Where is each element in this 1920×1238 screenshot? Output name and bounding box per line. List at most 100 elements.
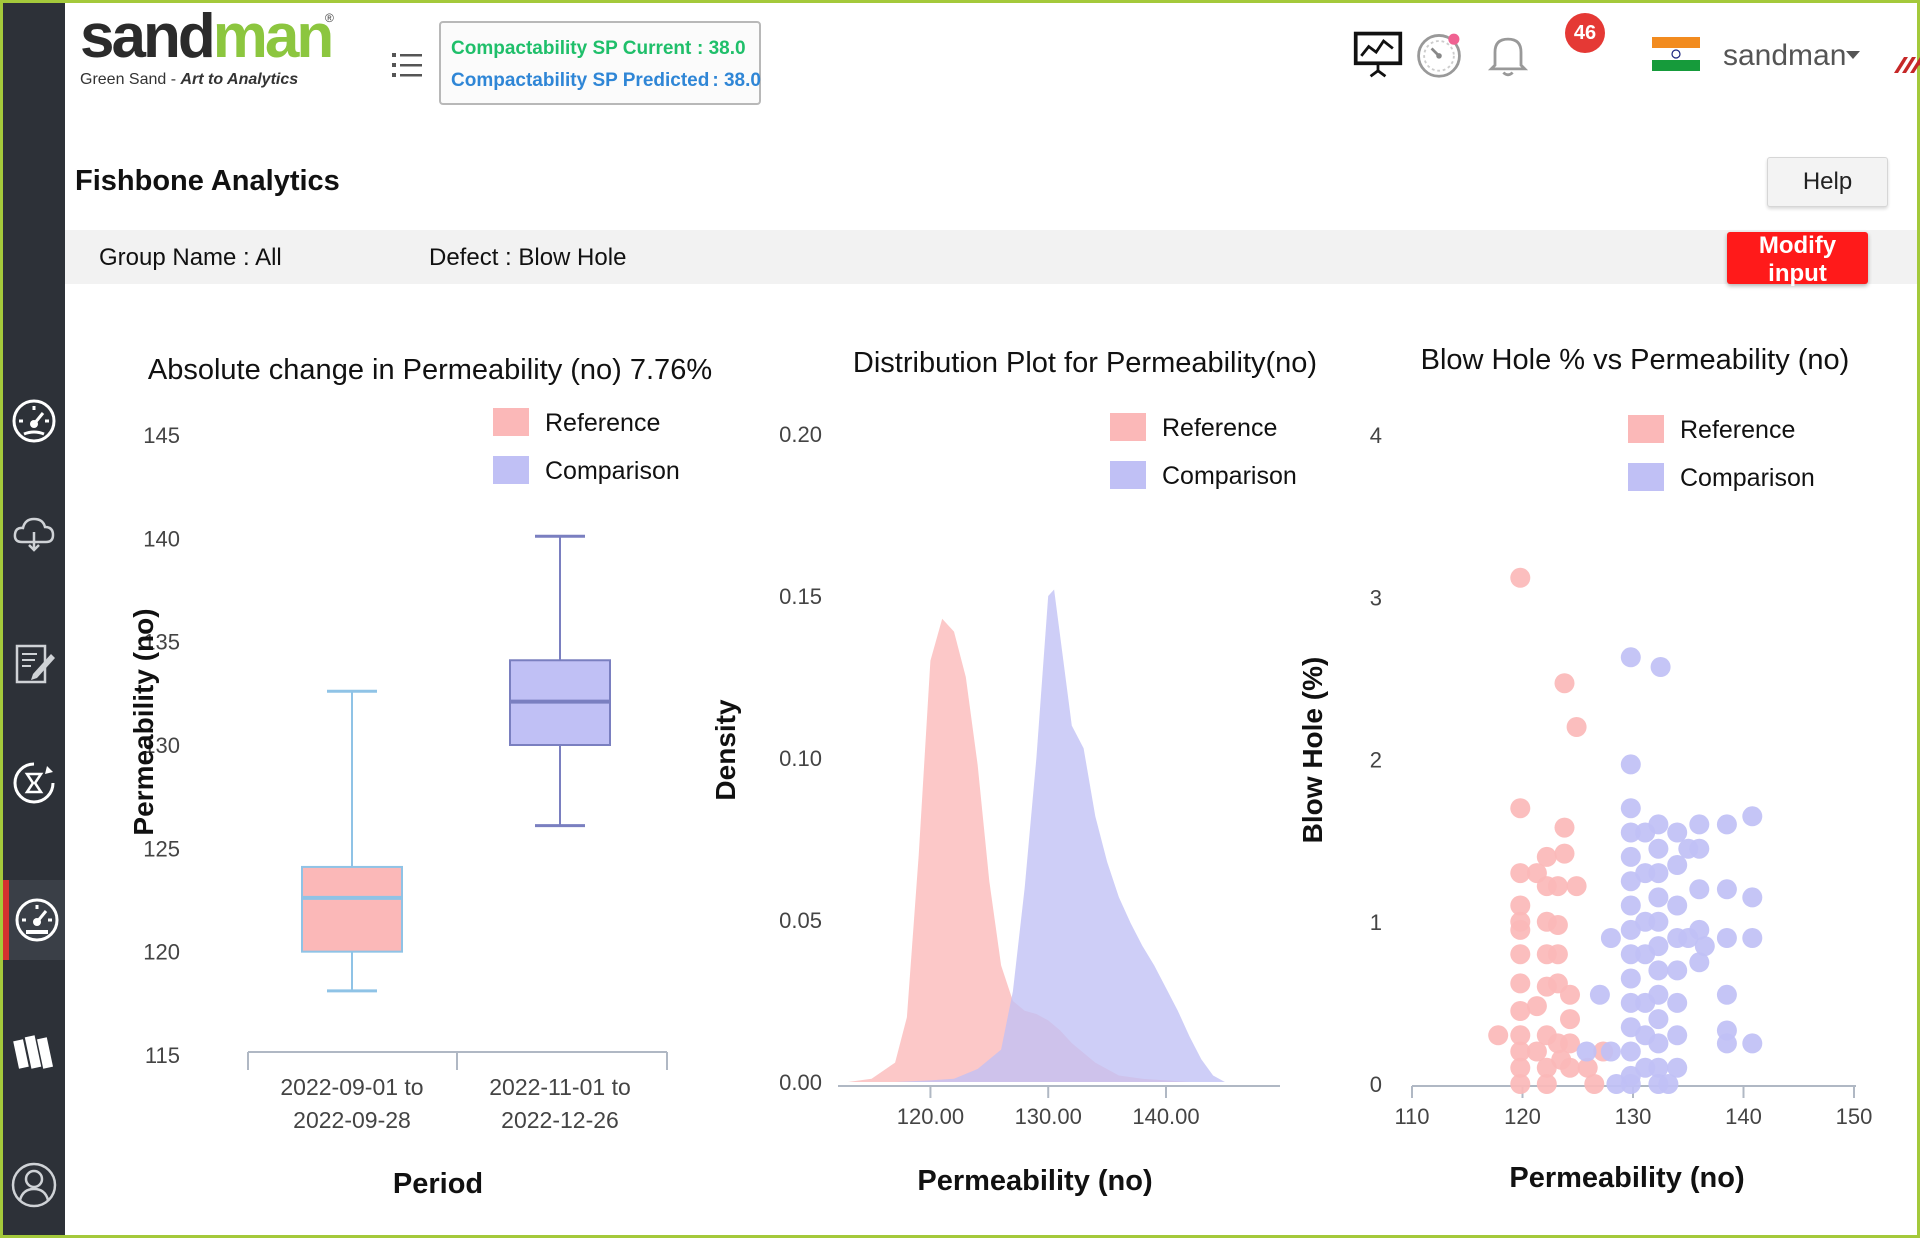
scatter-point-comparison <box>1620 754 1641 775</box>
sidebar-item-profile[interactable] <box>3 1145 65 1225</box>
scatter-point-reference <box>1510 944 1531 965</box>
legend-label-reference: Reference <box>1680 416 1795 444</box>
scatter-point-comparison <box>1589 984 1610 1005</box>
y-tick-label: 0.10 <box>779 746 822 771</box>
scatter-chart-svg: Blow Hole % vs Permeability (no) 0 1 2 3 4 110… <box>1297 344 1873 1194</box>
chart-title: Distribution Plot for Permeability(no) <box>853 347 1317 379</box>
scatter-point-comparison <box>1716 814 1737 835</box>
sp-predicted-label: Compactability SP Predicted <box>451 70 710 91</box>
x-axis-label: Permeability (no) <box>1509 1162 1744 1194</box>
legend-swatch-reference <box>1628 415 1664 443</box>
x-tick-label: 2022-12-26 <box>501 1107 619 1133</box>
scatter-point-comparison <box>1658 1074 1679 1094</box>
scatter-point-comparison <box>1620 647 1641 668</box>
boxplot-chart: Absolute change in Permeability (no) 7.7… <box>120 350 740 1215</box>
presentation-chart-icon[interactable] <box>1350 25 1406 83</box>
sidebar <box>3 3 65 1235</box>
sandman-logo[interactable]: sandman ® Green Sand - Art to Analytics <box>80 2 334 97</box>
scatter-point-comparison <box>1620 944 1641 965</box>
scatter-point-reference <box>1560 1057 1580 1078</box>
group-name-label: Group Name : All <box>99 244 282 271</box>
scatter-point-comparison <box>1620 846 1641 867</box>
scatter-point-reference <box>1510 863 1531 884</box>
x-tick-label: 120 <box>1504 1104 1541 1129</box>
company-brand-icon[interactable] <box>1890 43 1920 77</box>
x-tick-label: 150 <box>1836 1104 1873 1129</box>
scatter-point-comparison <box>1742 887 1763 908</box>
logo-wordmark: sandman <box>80 2 334 71</box>
sidebar-item-analytics[interactable] <box>3 880 65 960</box>
x-tick-label: 130.00 <box>1015 1104 1082 1129</box>
chevron-down-icon[interactable] <box>1846 51 1860 59</box>
speedometer-icon[interactable] <box>1410 25 1468 83</box>
scatter-point-comparison <box>1576 1041 1597 1062</box>
sidebar-item-reports[interactable] <box>3 623 65 703</box>
legend-swatch-comparison <box>1110 461 1146 489</box>
defect-label: Defect : Blow Hole <box>429 244 627 271</box>
sp-current-row: Compactability SP Current : 38.0 <box>451 33 749 65</box>
x-tick-label: 2022-09-28 <box>293 1107 411 1133</box>
scatter-point-comparison <box>1648 1009 1669 1030</box>
scatter-point-comparison <box>1650 657 1671 677</box>
scatter-point-reference <box>1584 1074 1605 1094</box>
india-flag-icon[interactable] <box>1652 37 1700 71</box>
x-tick-label: 140 <box>1725 1104 1762 1129</box>
scatter-point-reference <box>1510 1074 1531 1094</box>
y-tick-label: 0.05 <box>779 908 822 933</box>
x-tick-label: 130 <box>1615 1104 1652 1129</box>
sp-current-value: : 38.0 <box>697 38 746 59</box>
legend-label-reference: Reference <box>1162 414 1277 442</box>
sp-predicted-row: Compactability SP Predicted : 38.0 <box>451 65 761 97</box>
filter-bar: Group Name : All Defect : Blow Hole <box>65 230 1917 284</box>
y-tick-label: 3 <box>1370 585 1382 610</box>
scatter-point-reference <box>1560 1009 1580 1030</box>
notification-count-badge[interactable]: 46 <box>1565 13 1605 53</box>
chart-title: Absolute change in Permeability (no) 7.7… <box>148 354 712 386</box>
scatter-point-comparison <box>1606 1074 1627 1094</box>
scatter-point-reference <box>1510 919 1531 940</box>
y-axis-label: Blow Hole (%) <box>1297 657 1328 844</box>
sidebar-item-cycle[interactable] <box>3 743 65 823</box>
menu-list-icon[interactable] <box>390 48 424 82</box>
density-area-reference <box>848 618 1190 1082</box>
scatter-point-comparison <box>1689 814 1710 835</box>
user-menu-name[interactable]: sandman <box>1723 39 1847 72</box>
scatter-point-comparison <box>1667 895 1688 916</box>
scatter-point-comparison <box>1667 855 1688 875</box>
scatter-point-comparison <box>1635 1025 1656 1046</box>
dashboard-gauge-icon <box>12 399 56 443</box>
y-tick-label: 140 <box>143 526 180 551</box>
scatter-point-comparison <box>1716 1033 1737 1054</box>
edit-report-icon <box>15 644 55 684</box>
sidebar-item-library[interactable] <box>3 1011 65 1091</box>
x-tick-label: 110 <box>1394 1104 1429 1129</box>
x-tick-label: 2022-09-01 to <box>280 1074 423 1100</box>
scatter-point-reference <box>1554 817 1575 838</box>
modify-input-button[interactable]: Modify input <box>1727 232 1868 287</box>
x-axis-label: Period <box>393 1168 483 1200</box>
scatter-point-reference <box>1547 944 1568 965</box>
cloud-upload-icon <box>13 517 55 552</box>
help-button[interactable]: Help <box>1767 157 1888 207</box>
scatter-point-comparison <box>1620 798 1641 819</box>
y-tick-label: 115 <box>145 1043 180 1068</box>
scatter-point-comparison <box>1635 911 1656 932</box>
scatter-point-reference <box>1536 976 1557 997</box>
sidebar-item-dashboard[interactable] <box>3 381 65 461</box>
density-chart: Distribution Plot for Permeability(no) 0.… <box>700 330 1320 1215</box>
scatter-point-reference <box>1526 996 1547 1017</box>
y-axis-label: Density <box>710 699 741 801</box>
y-tick-label: 1 <box>1370 910 1382 935</box>
y-tick-label: 0.00 <box>779 1070 822 1095</box>
y-tick-label: 120 <box>143 940 180 965</box>
scatter-point-comparison <box>1635 822 1656 843</box>
sidebar-item-upload[interactable] <box>3 493 65 573</box>
scatter-point-comparison <box>1694 936 1715 957</box>
scatter-point-reference <box>1554 843 1575 864</box>
notification-bell-icon[interactable] <box>1480 25 1536 83</box>
scatter-point-comparison <box>1742 806 1763 827</box>
density-chart-svg: Distribution Plot for Permeability(no) 0.… <box>710 347 1317 1197</box>
scatter-point-reference <box>1510 1025 1531 1046</box>
page-title: Fishbone Analytics <box>75 165 340 197</box>
